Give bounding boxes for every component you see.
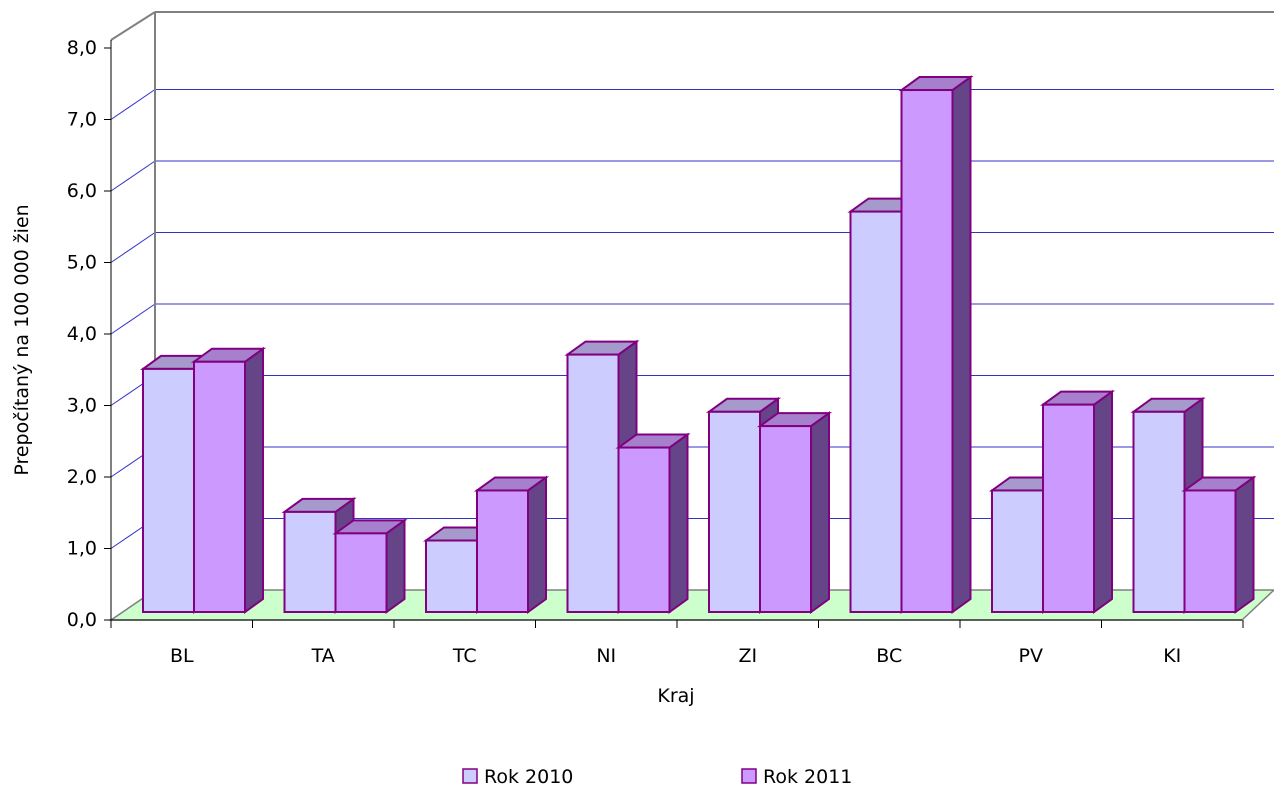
bar-side [527,475,547,614]
x-tick-labels: BL TA TC NI ZI BC PV KI [170,645,1181,667]
x-tick-label-ni: NI [596,645,616,667]
bar-front [142,367,195,613]
axes [104,11,1274,628]
bar-bl-2011 [190,346,267,614]
y-tick-label: 2,0 [67,466,97,488]
bar-front [617,446,671,613]
bar-front [708,410,761,613]
bar-side [810,411,830,614]
bar-ta-2010 [281,496,357,614]
bar-side [951,75,972,614]
x-axis-title: Kraj [657,685,694,707]
legend: Rok 2010 Rok 2011 [462,766,852,788]
bar-ta-2011 [332,518,408,614]
bar-pv-2011 [1039,389,1116,614]
bar-front [283,510,337,613]
bar-bc-2011 [898,75,974,614]
legend-swatch-rok-2011 [741,768,757,784]
y-tick-label: 7,0 [67,109,97,131]
bar-front [1183,489,1237,614]
x-tick-label-pv: PV [1019,645,1043,667]
bar-front [566,353,620,613]
bar-front [900,89,954,614]
bar-front [759,425,812,613]
bar-front [425,539,478,613]
bars [139,75,1257,614]
y-tick-label: 8,0 [67,37,97,59]
legend-swatch-rok-2010 [462,768,478,784]
gridline-diag [110,89,156,120]
bar-front [193,360,246,613]
y-axis-title: Prepočítaný na 100 000 žien [11,204,33,475]
bar-side [244,346,264,614]
y-tick-label: 6,0 [67,180,97,202]
y-tick-label: 1,0 [67,538,97,560]
bar-side [1093,389,1113,614]
x-tick-label-ta: TA [311,645,335,667]
x-tick-label-ki: KI [1163,645,1181,667]
bar-front [849,210,903,613]
bar-tc-2011 [473,475,550,614]
x-tick-label-zi: ZI [738,645,757,667]
x-tick-label-bl: BL [170,645,194,667]
wall-corner-edge [110,11,156,41]
legend-label-rok-2011: Rok 2011 [763,766,852,788]
x-tick-label-bc: BC [876,645,902,667]
bar-front [991,489,1044,614]
bar-side [668,432,689,614]
bar-ki-2011 [1181,475,1257,614]
bar-zi-2011 [756,411,833,614]
gridline-diag [110,303,156,335]
legend-label-rok-2010: Rok 2010 [484,766,573,788]
y-tick-label: 3,0 [67,395,97,417]
bar-side [1234,475,1255,614]
y-tick-labels: 0,0 1,0 2,0 3,0 4,0 5,0 6,0 7,0 8,0 [67,37,97,631]
y-tick-label: 4,0 [67,323,97,345]
bar-ni-2011 [615,432,691,614]
gridline-diag [110,160,156,192]
gridline-diag [110,232,156,263]
y-tick-label: 5,0 [67,252,97,274]
x-tick-label-tc: TC [452,645,477,667]
bar-side [385,518,406,614]
bar-front [1042,403,1095,613]
y-tick-label: 0,0 [67,609,97,631]
bar-front [476,489,529,614]
bar-front [334,532,388,613]
bar-front [1132,410,1186,613]
